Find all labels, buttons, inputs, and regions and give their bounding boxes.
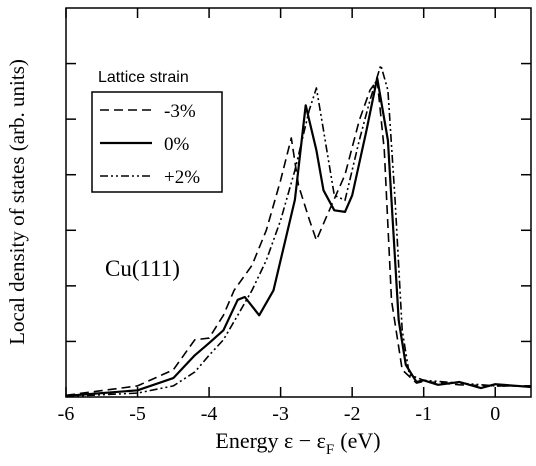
x-axis-label-sub: F bbox=[326, 442, 334, 458]
legend-title: Lattice strain bbox=[98, 69, 189, 86]
x-axis-label-main: Energy ε − ε bbox=[215, 428, 326, 453]
legend-label: -3% bbox=[164, 101, 196, 122]
x-axis-label: Energy ε − εF (eV) bbox=[215, 428, 380, 458]
x-tick-label: -6 bbox=[58, 403, 75, 425]
x-tick-label: -5 bbox=[129, 403, 146, 425]
legend-label: +2% bbox=[164, 167, 200, 188]
y-axis-label: Local density of states (arb. units) bbox=[5, 59, 29, 345]
series-line bbox=[65, 79, 531, 397]
x-axis-label-unit: (eV) bbox=[340, 428, 380, 453]
legend-label: 0% bbox=[164, 134, 190, 155]
x-tick-label: -4 bbox=[201, 403, 218, 425]
x-tick-label: -3 bbox=[272, 403, 289, 425]
annotation: Cu(111) bbox=[105, 256, 180, 281]
plot-frame bbox=[65, 7, 532, 398]
x-tick-label: 0 bbox=[490, 403, 500, 425]
x-tick-label: -2 bbox=[344, 403, 361, 425]
series-line bbox=[65, 64, 531, 398]
x-tick-label: -1 bbox=[415, 403, 432, 425]
